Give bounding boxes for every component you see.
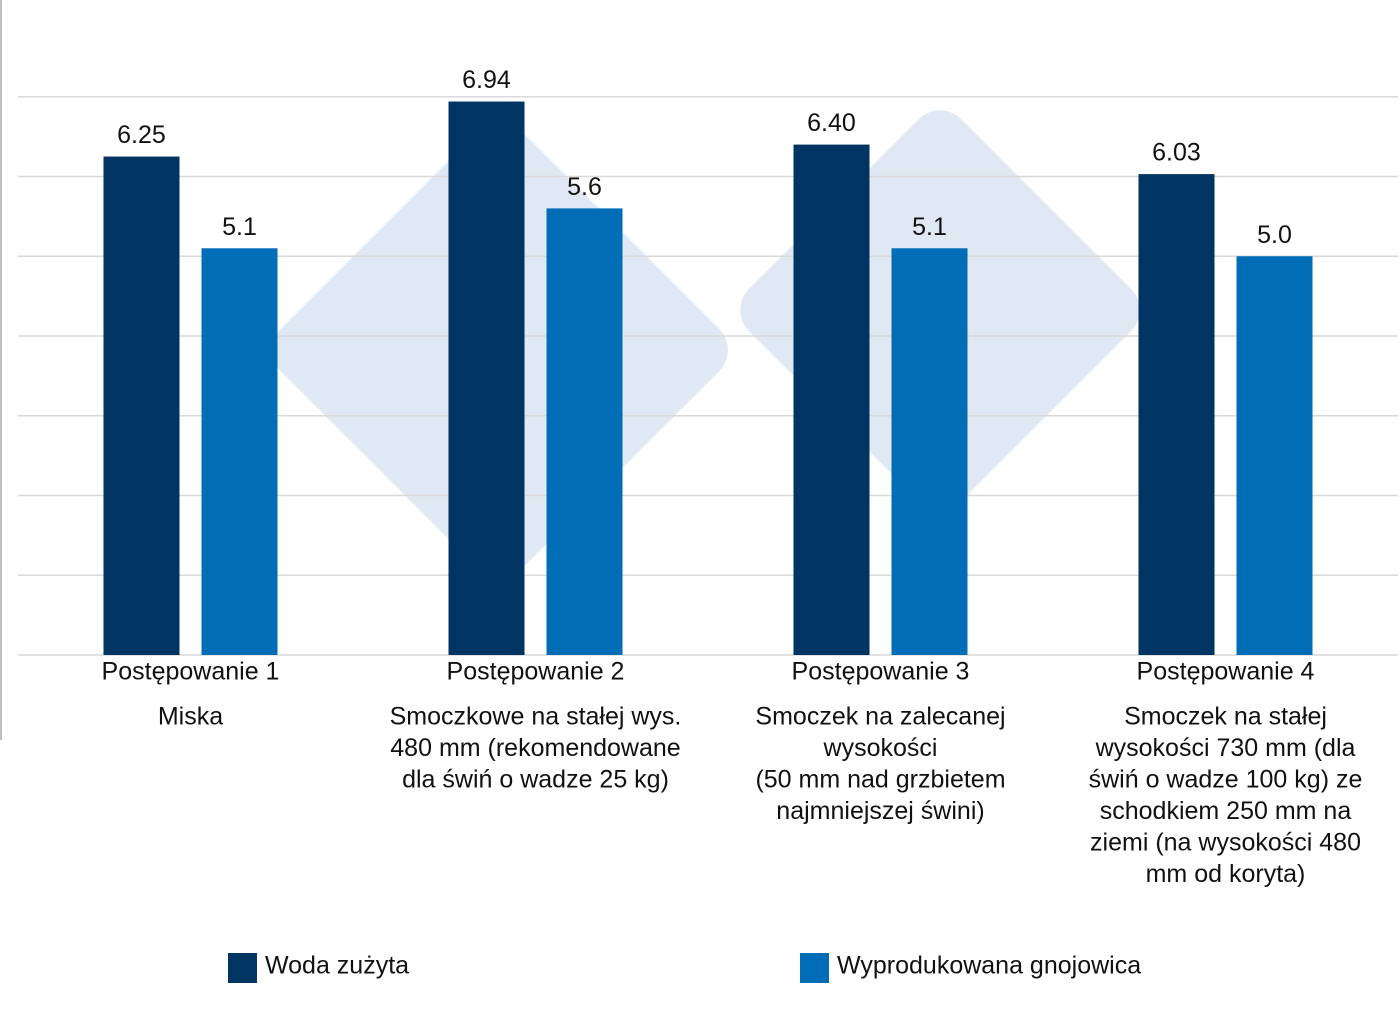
x-tick-label: Postępowanie 1	[102, 658, 280, 686]
legend-label: Wyprodukowana gnojowica	[837, 952, 1141, 980]
category-description: mm od koryta)	[1146, 860, 1306, 888]
category-description: najmniejszej świni)	[776, 797, 984, 825]
x-tick-label: Postępowanie 2	[447, 658, 625, 686]
category-description: 480 mm (rekomendowane	[390, 734, 680, 762]
category-description: schodkiem 250 mm na	[1100, 797, 1352, 825]
category-description: Smoczek na stałej	[1124, 703, 1327, 731]
category-description: Smoczkowe na stałej wys.	[390, 703, 682, 731]
bar	[793, 144, 870, 655]
x-tick-label: Postępowanie 4	[1137, 658, 1315, 686]
legend-label: Woda zużyta	[265, 952, 409, 980]
bar	[201, 248, 278, 655]
data-label: 5.1	[912, 213, 947, 241]
category-description: wysokości	[823, 734, 938, 762]
category-description: Miska	[158, 703, 223, 731]
category-description: wysokości 730 mm (dla	[1095, 734, 1356, 762]
data-label: 6.03	[1152, 139, 1201, 167]
legend-swatch	[800, 953, 829, 983]
legend-swatch	[228, 953, 257, 983]
bar	[891, 248, 968, 655]
data-label: 5.6	[567, 173, 602, 201]
data-label: 6.40	[807, 109, 856, 137]
category-description: dla świń o wadze 25 kg)	[402, 766, 669, 794]
data-label: 6.25	[117, 121, 166, 149]
data-label: 6.94	[462, 66, 511, 94]
bar	[1138, 174, 1215, 656]
data-label: 5.1	[222, 213, 257, 241]
bar	[103, 156, 180, 655]
bar	[546, 208, 623, 655]
data-label: 5.0	[1257, 221, 1292, 249]
category-description: ziemi (na wysokości 480	[1090, 829, 1361, 857]
category-description: świń o wadze 100 kg) ze	[1089, 766, 1363, 794]
category-description: (50 mm nad grzbietem	[755, 766, 1005, 794]
bar	[1236, 256, 1313, 655]
category-description: Smoczek na zalecanej	[755, 703, 1005, 731]
x-tick-label: Postępowanie 3	[792, 658, 970, 686]
bar	[448, 101, 525, 655]
